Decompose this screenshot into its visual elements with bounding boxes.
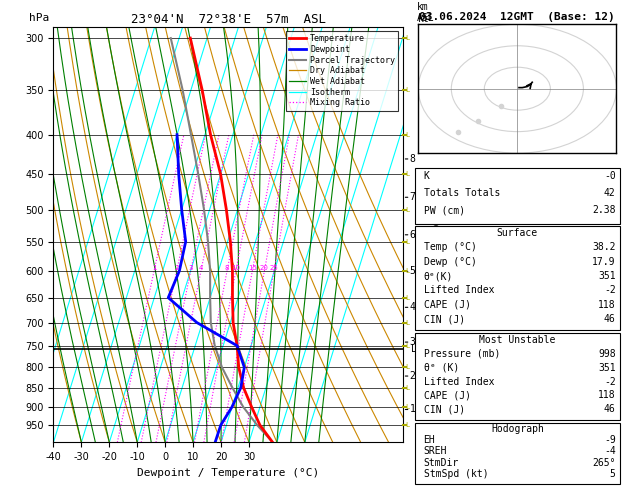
Text: 3: 3 — [409, 337, 415, 347]
Text: θᵉ(K): θᵉ(K) — [423, 271, 453, 281]
Text: 3: 3 — [189, 265, 193, 271]
Text: Mixing Ratio (g/kg): Mixing Ratio (g/kg) — [433, 179, 442, 290]
Text: Pressure (mb): Pressure (mb) — [423, 349, 500, 359]
Text: kt: kt — [418, 14, 430, 23]
Text: 25: 25 — [270, 265, 279, 271]
Text: L: L — [406, 132, 409, 138]
Text: km
ASL: km ASL — [416, 2, 434, 22]
Text: PW (cm): PW (cm) — [423, 205, 465, 215]
X-axis label: Dewpoint / Temperature (°C): Dewpoint / Temperature (°C) — [137, 468, 319, 478]
Text: 1: 1 — [152, 265, 157, 271]
Text: CAPE (J): CAPE (J) — [423, 390, 470, 400]
Text: L: L — [406, 171, 409, 177]
FancyBboxPatch shape — [415, 226, 620, 330]
Text: 351: 351 — [598, 271, 616, 281]
Text: hPa: hPa — [29, 13, 49, 22]
FancyBboxPatch shape — [415, 423, 620, 484]
Text: 118: 118 — [598, 390, 616, 400]
Text: 7: 7 — [409, 192, 415, 202]
Text: 8: 8 — [409, 154, 415, 164]
Text: 351: 351 — [598, 363, 616, 373]
Text: 46: 46 — [604, 314, 616, 324]
Text: Dewp (°C): Dewp (°C) — [423, 257, 476, 267]
Text: 42: 42 — [604, 188, 616, 198]
Text: 15: 15 — [248, 265, 257, 271]
FancyBboxPatch shape — [415, 333, 620, 420]
Text: -9: -9 — [604, 435, 616, 445]
Text: L: L — [406, 35, 409, 41]
Text: 8: 8 — [225, 265, 230, 271]
Text: Hodograph: Hodograph — [491, 424, 544, 434]
Text: 265°: 265° — [592, 458, 616, 468]
Text: L: L — [406, 239, 409, 244]
Text: L: L — [406, 207, 409, 212]
Text: 5: 5 — [409, 266, 415, 277]
Text: EH: EH — [423, 435, 435, 445]
Text: Most Unstable: Most Unstable — [479, 335, 555, 345]
Text: StmDir: StmDir — [423, 458, 459, 468]
Text: 1: 1 — [409, 404, 415, 415]
Text: © weatheronline.co.uk: © weatheronline.co.uk — [465, 473, 570, 482]
Text: CAPE (J): CAPE (J) — [423, 300, 470, 310]
Text: L: L — [406, 364, 409, 370]
Title: 23°04'N  72°38'E  57m  ASL: 23°04'N 72°38'E 57m ASL — [130, 13, 326, 26]
Text: 5: 5 — [610, 469, 616, 479]
Text: StmSpd (kt): StmSpd (kt) — [423, 469, 488, 479]
Legend: Temperature, Dewpoint, Parcel Trajectory, Dry Adiabat, Wet Adiabat, Isotherm, Mi: Temperature, Dewpoint, Parcel Trajectory… — [286, 31, 398, 110]
Text: Lifted Index: Lifted Index — [423, 285, 494, 295]
Text: L: L — [406, 268, 409, 274]
Text: 6: 6 — [409, 230, 415, 240]
Text: SREH: SREH — [423, 447, 447, 456]
Text: 998: 998 — [598, 349, 616, 359]
Text: Surface: Surface — [497, 228, 538, 238]
FancyBboxPatch shape — [415, 168, 620, 224]
Text: 2: 2 — [174, 265, 179, 271]
Text: θᵉ (K): θᵉ (K) — [423, 363, 459, 373]
Text: -2: -2 — [604, 377, 616, 386]
Text: 46: 46 — [604, 404, 616, 414]
Text: 17.9: 17.9 — [592, 257, 616, 267]
Text: L: L — [406, 385, 409, 391]
Text: Lifted Index: Lifted Index — [423, 377, 494, 386]
Text: 2.38: 2.38 — [592, 205, 616, 215]
Text: L: L — [406, 319, 409, 326]
Text: -2: -2 — [604, 285, 616, 295]
Text: 118: 118 — [598, 300, 616, 310]
Text: 38.2: 38.2 — [592, 243, 616, 252]
Text: 4: 4 — [199, 265, 203, 271]
Text: 10: 10 — [231, 265, 240, 271]
Text: L: L — [406, 87, 409, 93]
Text: Temp (°C): Temp (°C) — [423, 243, 476, 252]
Text: 4: 4 — [409, 302, 415, 312]
Text: L: L — [406, 343, 409, 348]
Text: -4: -4 — [604, 447, 616, 456]
Text: LCL: LCL — [411, 344, 429, 354]
Text: 20: 20 — [260, 265, 269, 271]
Text: CIN (J): CIN (J) — [423, 314, 465, 324]
Text: Totals Totals: Totals Totals — [423, 188, 500, 198]
Text: L: L — [406, 295, 409, 301]
Text: L: L — [406, 404, 409, 410]
Text: 03.06.2024  12GMT  (Base: 12): 03.06.2024 12GMT (Base: 12) — [420, 12, 615, 22]
Text: -0: -0 — [604, 171, 616, 181]
Text: 2: 2 — [409, 371, 415, 381]
Text: K: K — [423, 171, 430, 181]
Text: L: L — [406, 422, 409, 428]
Text: CIN (J): CIN (J) — [423, 404, 465, 414]
